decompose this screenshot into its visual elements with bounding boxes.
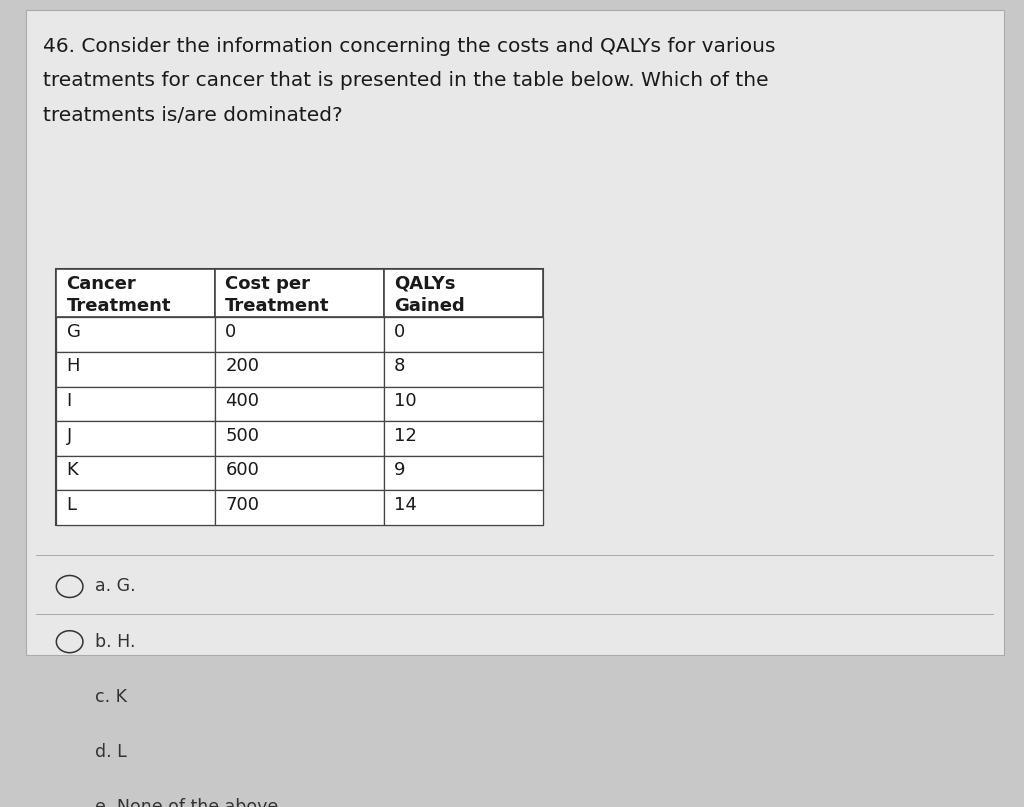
Text: 500: 500 xyxy=(225,427,259,445)
Text: a. G.: a. G. xyxy=(95,578,136,596)
Text: Gained: Gained xyxy=(394,298,465,316)
Text: 8: 8 xyxy=(394,358,406,375)
Bar xyxy=(215,456,384,491)
Bar xyxy=(384,352,543,387)
Text: J: J xyxy=(67,427,72,445)
Text: 9: 9 xyxy=(394,461,406,479)
Bar xyxy=(215,352,384,387)
Bar xyxy=(56,387,215,421)
Text: G: G xyxy=(67,323,81,341)
Text: Treatment: Treatment xyxy=(67,298,171,316)
Text: 46. Consider the information concerning the costs and QALYs for various: 46. Consider the information concerning … xyxy=(43,36,775,56)
Text: 12: 12 xyxy=(394,427,417,445)
Bar xyxy=(384,491,543,525)
Bar xyxy=(56,317,215,352)
Text: 0: 0 xyxy=(394,323,406,341)
Text: 14: 14 xyxy=(394,495,417,514)
Bar xyxy=(384,387,543,421)
Text: Treatment: Treatment xyxy=(225,298,330,316)
Text: QALYs: QALYs xyxy=(394,275,456,293)
Bar xyxy=(56,270,543,525)
Text: K: K xyxy=(67,461,78,479)
Bar xyxy=(215,270,384,317)
Text: treatments for cancer that is presented in the table below. Which of the: treatments for cancer that is presented … xyxy=(43,71,769,90)
Bar xyxy=(384,270,543,317)
Text: L: L xyxy=(67,495,77,514)
Text: 700: 700 xyxy=(225,495,259,514)
Text: c. K: c. K xyxy=(95,688,127,706)
Text: b. H.: b. H. xyxy=(95,633,136,650)
Bar xyxy=(56,456,215,491)
Bar xyxy=(215,317,384,352)
Text: 200: 200 xyxy=(225,358,259,375)
Bar xyxy=(384,456,543,491)
Bar xyxy=(56,352,215,387)
Text: d. L: d. L xyxy=(95,743,127,761)
Text: 400: 400 xyxy=(225,392,259,410)
Text: e. None of the above: e. None of the above xyxy=(95,798,279,807)
Text: 10: 10 xyxy=(394,392,417,410)
Bar xyxy=(384,317,543,352)
Text: Cancer: Cancer xyxy=(67,275,136,293)
Bar xyxy=(56,491,215,525)
Text: Cost per: Cost per xyxy=(225,275,310,293)
Bar xyxy=(384,421,543,456)
Text: 0: 0 xyxy=(225,323,237,341)
Text: I: I xyxy=(67,392,72,410)
Bar xyxy=(215,387,384,421)
Text: H: H xyxy=(67,358,80,375)
Bar xyxy=(215,421,384,456)
Bar xyxy=(56,421,215,456)
Bar xyxy=(215,491,384,525)
Text: 600: 600 xyxy=(225,461,259,479)
Text: treatments is/are dominated?: treatments is/are dominated? xyxy=(43,106,343,125)
Bar xyxy=(56,270,215,317)
